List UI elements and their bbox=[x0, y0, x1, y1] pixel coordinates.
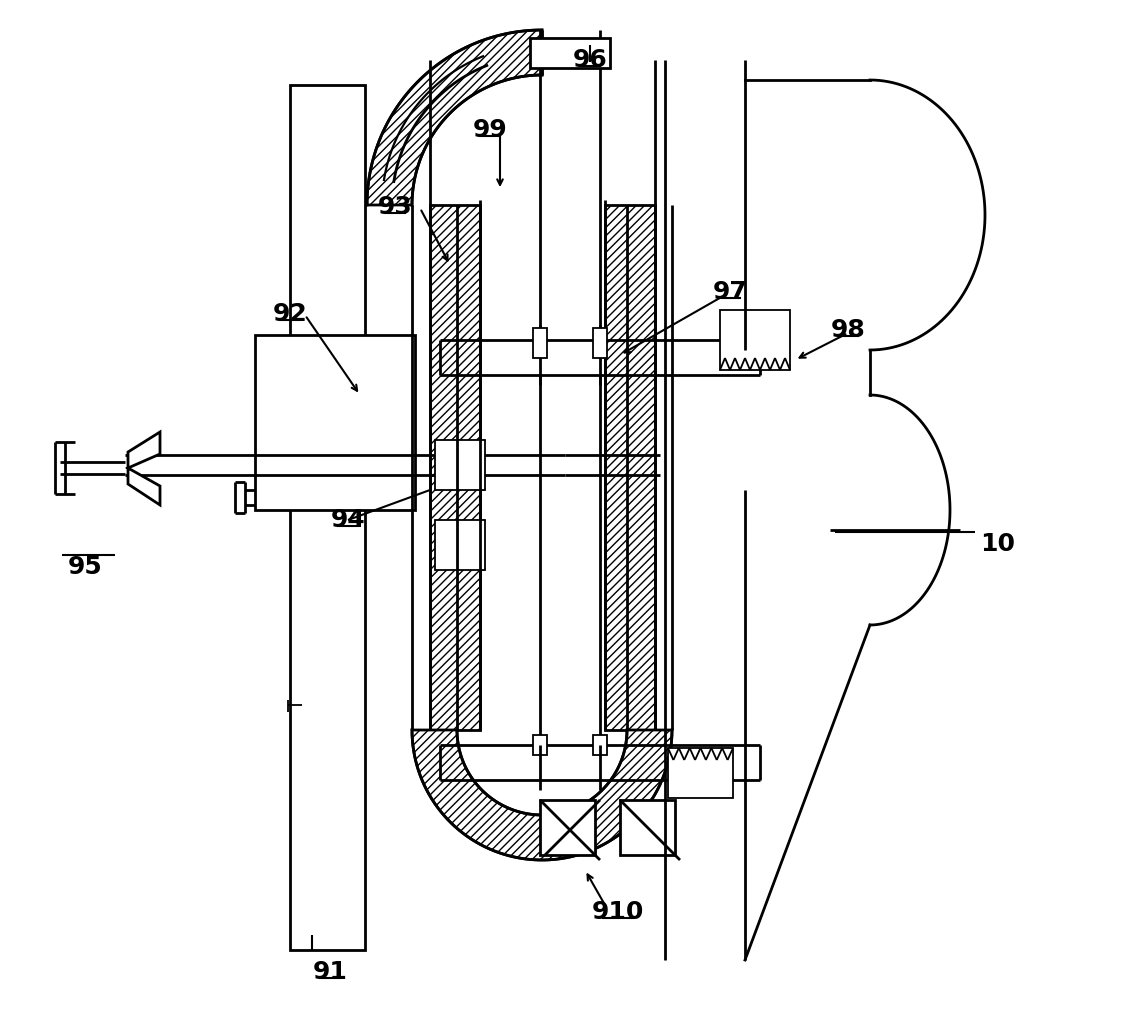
Polygon shape bbox=[128, 432, 160, 505]
Text: 910: 910 bbox=[592, 900, 644, 924]
Bar bbox=[435, 520, 485, 570]
Bar bbox=[593, 735, 607, 755]
Bar bbox=[254, 335, 415, 510]
Text: 93: 93 bbox=[377, 195, 412, 219]
Bar bbox=[540, 800, 595, 855]
Polygon shape bbox=[412, 730, 672, 860]
Text: 94: 94 bbox=[331, 508, 365, 532]
Polygon shape bbox=[605, 205, 655, 730]
Text: 95: 95 bbox=[68, 555, 102, 579]
Text: 92: 92 bbox=[272, 302, 307, 326]
Bar bbox=[530, 38, 610, 68]
Text: 97: 97 bbox=[713, 280, 748, 304]
Bar bbox=[668, 749, 733, 798]
Bar bbox=[620, 800, 674, 855]
Text: 99: 99 bbox=[473, 118, 508, 142]
Bar bbox=[593, 328, 607, 358]
Polygon shape bbox=[367, 30, 542, 205]
Text: 10: 10 bbox=[980, 532, 1015, 556]
Bar bbox=[533, 328, 547, 358]
Text: 91: 91 bbox=[313, 960, 348, 984]
Bar bbox=[720, 310, 790, 370]
Text: 98: 98 bbox=[831, 318, 866, 342]
Bar bbox=[291, 85, 365, 950]
Polygon shape bbox=[430, 205, 480, 730]
Bar bbox=[435, 440, 485, 490]
Text: 96: 96 bbox=[573, 48, 607, 72]
Bar bbox=[533, 735, 547, 755]
